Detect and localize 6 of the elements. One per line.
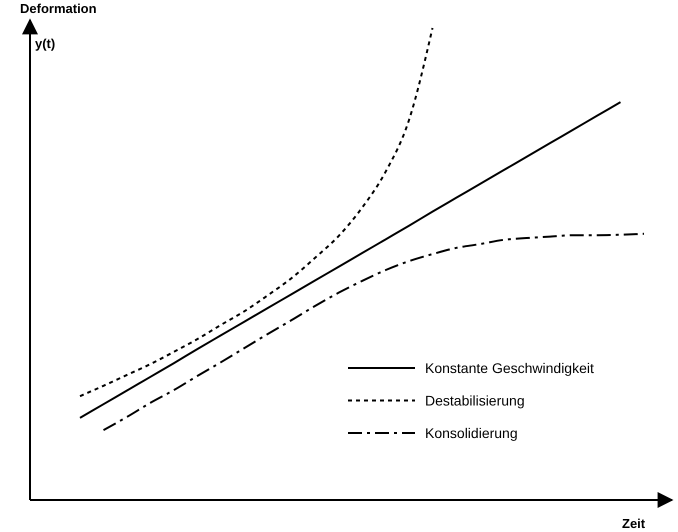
x-axis-title: Zeit <box>622 516 646 531</box>
y-axis-title: Deformation <box>20 1 97 16</box>
legend-label: Konstante Geschwindigkeit <box>425 360 594 376</box>
legend-label: Destabilisierung <box>425 392 525 408</box>
legend-label: Konsolidierung <box>425 425 518 441</box>
text: y(t) <box>35 36 56 51</box>
